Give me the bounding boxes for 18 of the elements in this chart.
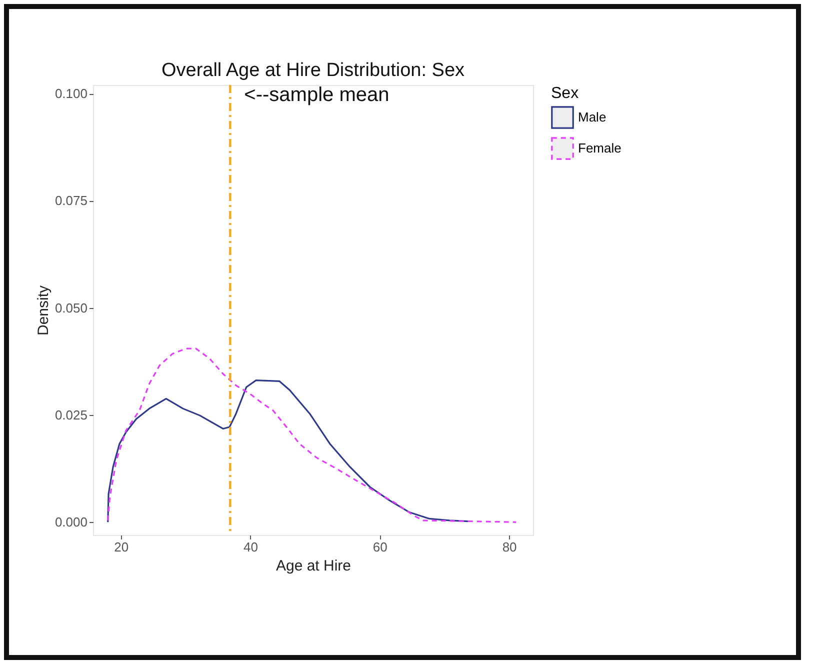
legend-label: Male — [578, 110, 606, 124]
x-tick-label: 20 — [114, 540, 129, 554]
y-tick-label: 0.100 — [54, 86, 88, 102]
legend-label: Female — [578, 140, 622, 156]
y-tick-label: 0.050 — [54, 300, 88, 316]
x-tick-label: 80 — [502, 540, 517, 554]
line-series — [107, 348, 517, 523]
y-tick-label: 0.025 — [54, 408, 88, 422]
chart-title: Overall Age at Hire Distribution: Sex — [161, 60, 466, 81]
y-axis-title: Density — [34, 285, 52, 336]
line-series — [107, 379, 470, 523]
y-tick-label: 0.000 — [54, 514, 88, 530]
x-tick-label: 40 — [244, 540, 258, 554]
y-tick-label: 0.075 — [54, 193, 88, 208]
legend-title: Sex — [551, 85, 579, 102]
x-axis-title: Age at Hire — [276, 558, 352, 574]
x-tick-label: 60 — [372, 540, 388, 554]
ref-line-label: <--sample mean — [244, 84, 390, 106]
